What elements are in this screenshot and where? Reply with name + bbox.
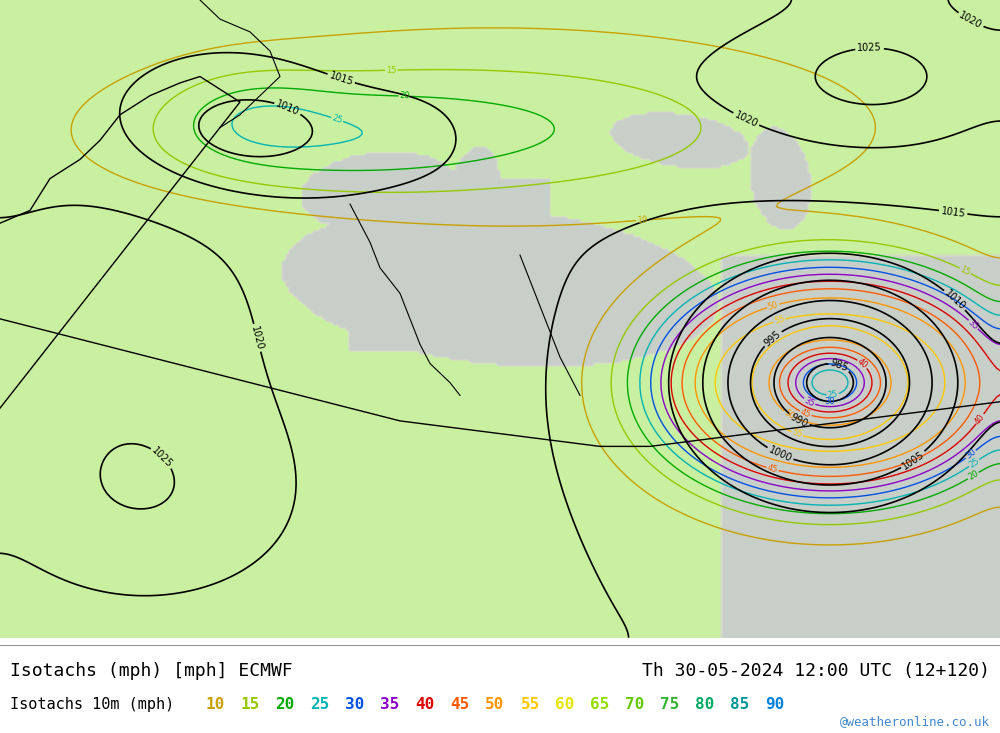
Text: 1015: 1015 [328, 70, 354, 87]
Text: 25: 25 [331, 114, 344, 125]
Text: 80: 80 [695, 697, 715, 712]
Text: Th 30-05-2024 12:00 UTC (12+120): Th 30-05-2024 12:00 UTC (12+120) [642, 661, 990, 679]
Text: 90: 90 [765, 697, 785, 712]
Text: 990: 990 [789, 412, 810, 429]
Text: 50: 50 [782, 408, 796, 421]
Text: 75: 75 [660, 697, 680, 712]
Text: 45: 45 [799, 408, 812, 419]
Text: Isotachs (mph) [mph] ECMWF: Isotachs (mph) [mph] ECMWF [10, 661, 293, 679]
Text: 65: 65 [590, 697, 610, 712]
Text: 70: 70 [625, 697, 645, 712]
Text: 50: 50 [485, 697, 505, 712]
Text: 10: 10 [637, 216, 648, 225]
Text: @weatheronline.co.uk: @weatheronline.co.uk [840, 715, 990, 728]
Text: 20: 20 [966, 469, 980, 482]
Text: 50: 50 [767, 300, 779, 312]
Text: 1000: 1000 [767, 445, 793, 464]
Text: 15: 15 [959, 265, 972, 277]
Text: 45: 45 [766, 463, 779, 475]
Text: 1005: 1005 [900, 449, 926, 471]
Text: 20: 20 [399, 92, 410, 101]
Text: 20: 20 [275, 697, 295, 712]
Text: 1010: 1010 [275, 98, 301, 117]
Text: 25: 25 [827, 390, 838, 400]
Text: 1020: 1020 [957, 10, 984, 31]
Text: 30: 30 [345, 697, 365, 712]
Text: 85: 85 [730, 697, 750, 712]
Text: 40: 40 [973, 412, 987, 426]
Text: 15: 15 [386, 65, 397, 75]
Text: 40: 40 [415, 697, 435, 712]
Text: 1025: 1025 [150, 445, 175, 469]
Text: 1025: 1025 [857, 43, 882, 54]
Text: 25: 25 [967, 457, 981, 470]
Text: 1020: 1020 [733, 109, 759, 129]
Text: 55: 55 [773, 314, 786, 326]
Text: 25: 25 [310, 697, 330, 712]
Text: 35: 35 [380, 697, 400, 712]
Text: 55: 55 [791, 428, 804, 440]
Text: 55: 55 [520, 697, 540, 712]
Text: 35: 35 [803, 395, 816, 408]
Text: 35: 35 [966, 317, 980, 331]
Text: 40: 40 [856, 357, 869, 371]
Text: 1020: 1020 [249, 325, 265, 351]
Text: 995: 995 [762, 328, 783, 348]
Text: 10: 10 [205, 697, 225, 712]
Text: 30: 30 [824, 397, 835, 406]
Text: 985: 985 [829, 358, 850, 373]
Text: Isotachs 10m (mph): Isotachs 10m (mph) [10, 697, 174, 712]
Text: 1010: 1010 [942, 288, 967, 312]
Text: 30: 30 [964, 447, 978, 461]
Text: 60: 60 [555, 697, 575, 712]
Text: 1015: 1015 [940, 206, 966, 218]
Text: 45: 45 [450, 697, 470, 712]
Text: 15: 15 [240, 697, 260, 712]
